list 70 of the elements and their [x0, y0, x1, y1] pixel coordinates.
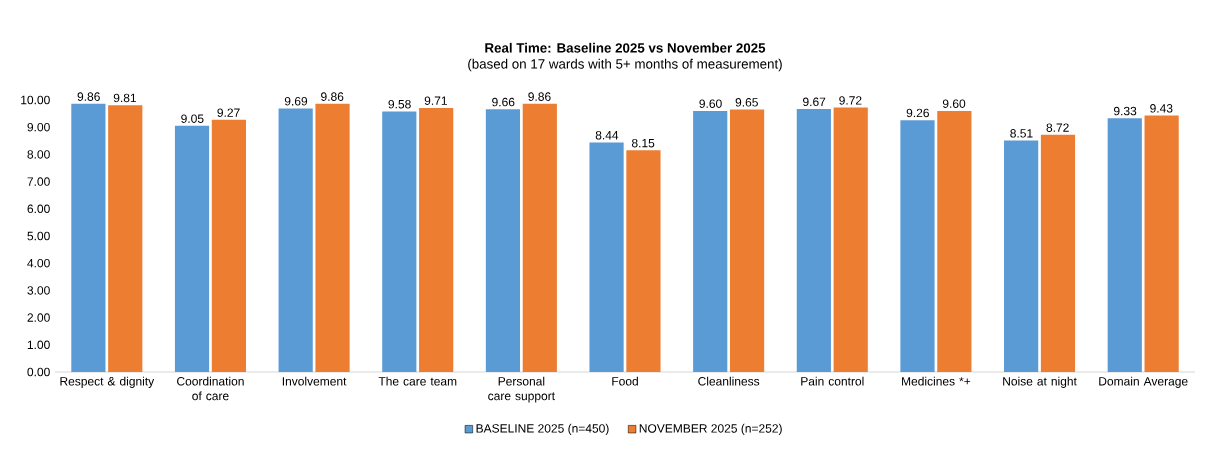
- bar: [278, 108, 313, 372]
- bar: [419, 107, 454, 372]
- bar: [729, 109, 765, 372]
- y-tick-label: 3.00: [27, 286, 50, 295]
- bar: [1040, 134, 1076, 372]
- data-label: 9.72: [839, 96, 862, 105]
- bar: [485, 109, 521, 372]
- bar: [626, 150, 661, 372]
- data-label: 9.67: [803, 97, 826, 107]
- data-label: 9.26: [906, 108, 929, 118]
- x-tick-label: Respect & dignity: [60, 376, 155, 388]
- chart-subtitle: (based on 17 wards with 5+ months of measurement): [468, 58, 782, 72]
- data-label: 8.44: [595, 130, 619, 140]
- data-label: 9.58: [388, 99, 411, 109]
- y-tick-label: 10.00: [21, 95, 50, 105]
- bar: [315, 103, 350, 372]
- bar: [108, 105, 143, 372]
- data-label: 9.65: [735, 98, 758, 107]
- bar: [796, 108, 831, 372]
- bar: [522, 103, 557, 372]
- y-tick-label: 0.00: [27, 367, 50, 377]
- bar: [937, 110, 972, 372]
- bar: [382, 111, 417, 372]
- chart-title: Real Time: Baseline 2025 vs November 2025: [485, 42, 766, 53]
- bar: [211, 119, 246, 372]
- x-tick-label: Noise at night: [1003, 376, 1077, 388]
- x-tick-label: Domain Average: [1099, 376, 1188, 388]
- data-label: 9.05: [181, 114, 204, 123]
- data-label: 9.60: [699, 99, 722, 108]
- x-tick-label: Coordination of care: [177, 376, 244, 401]
- data-label: 8.15: [631, 138, 655, 148]
- data-label: 9.60: [942, 99, 966, 108]
- data-label: 9.33: [1113, 106, 1137, 116]
- data-label: 9.86: [77, 92, 100, 101]
- data-label: 9.27: [217, 108, 240, 117]
- bar: [693, 110, 728, 372]
- y-tick-label: 4.00: [27, 258, 50, 268]
- bar: [900, 120, 935, 372]
- bar: [174, 125, 210, 372]
- y-tick-label: 9.00: [27, 122, 50, 132]
- data-label: 9.66: [492, 97, 515, 107]
- data-label: 8.72: [1046, 123, 1069, 132]
- bar: [833, 107, 868, 372]
- data-label: 9.86: [528, 92, 551, 101]
- data-label: 9.43: [1150, 104, 1173, 113]
- x-tick-label: Medicines *+: [902, 376, 971, 386]
- y-tick-label: 7.00: [27, 177, 50, 186]
- bar: [71, 103, 106, 372]
- bar: [589, 142, 624, 372]
- data-label: 9.81: [113, 93, 137, 103]
- x-tick-label: Cleanliness: [698, 376, 760, 386]
- bar: [1107, 118, 1142, 372]
- bar: [1004, 140, 1039, 372]
- legend-label: NOVEMBER 2025 (n=252): [639, 423, 782, 436]
- data-label: 9.86: [321, 92, 344, 101]
- y-tick-label: 8.00: [27, 150, 50, 159]
- x-tick-label: Personal care support: [488, 376, 555, 403]
- data-label: 9.71: [424, 96, 447, 105]
- y-tick-label: 2.00: [27, 313, 50, 322]
- data-label: 8.51: [1010, 129, 1033, 138]
- data-label: 9.69: [284, 96, 308, 106]
- bar: [1144, 115, 1179, 372]
- x-tick-label: The care team: [378, 376, 457, 386]
- y-tick-label: 5.00: [27, 231, 50, 241]
- y-tick-label: 6.00: [27, 204, 50, 214]
- legend-label: BASELINE 2025 (n=450): [476, 423, 609, 436]
- x-tick-label: Food: [612, 376, 638, 386]
- x-tick-label: Involvement: [282, 376, 347, 386]
- x-tick-label: Pain control: [801, 376, 864, 386]
- y-tick-label: 1.00: [27, 340, 50, 350]
